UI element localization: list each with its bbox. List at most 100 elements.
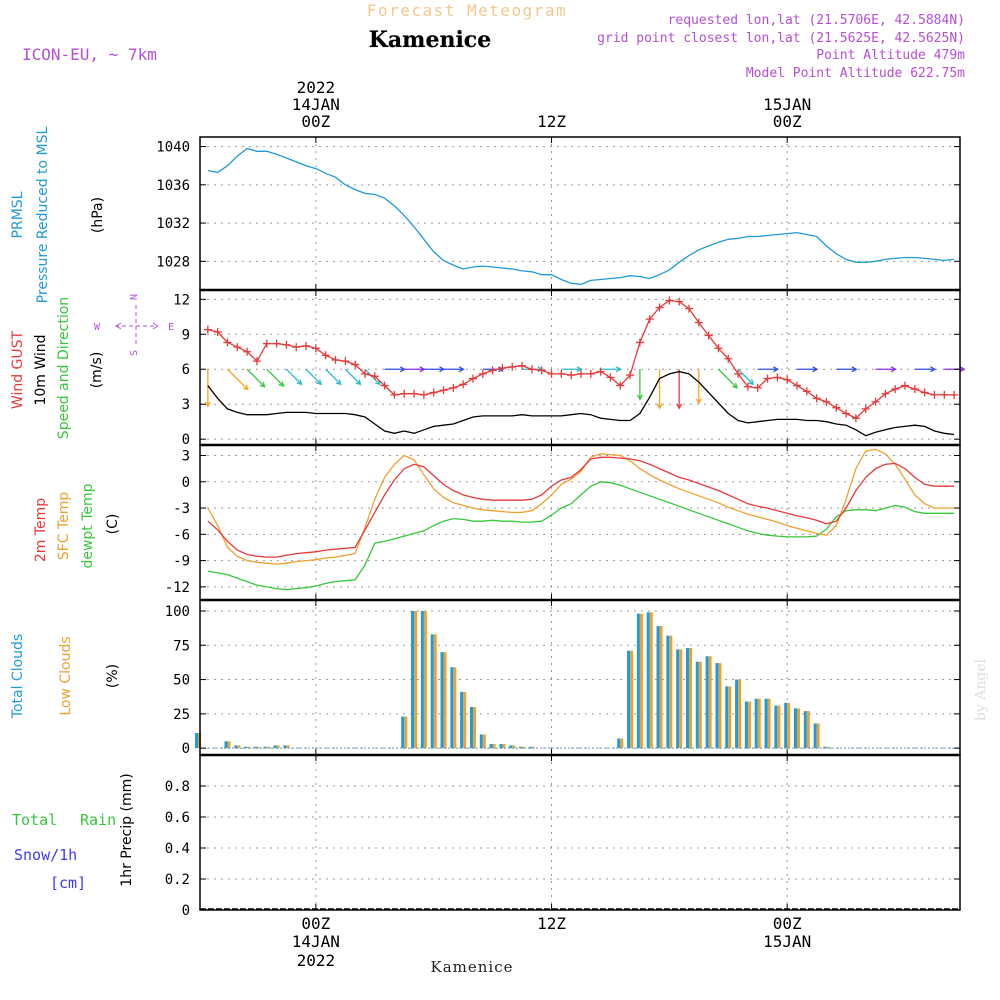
total-cloud-bar [744,701,748,749]
low-cloud-bar [816,723,820,749]
total-cloud-bar [528,746,532,749]
wind-arrow-head [695,398,702,405]
wind-gust-marker [262,339,271,348]
y-tick-label: 0.6 [165,810,190,826]
wind-gust-marker [429,388,438,397]
wind-arrow-head [676,403,683,410]
wind-gust-marker [508,362,517,371]
panel-frame [199,136,961,291]
total-cloud-bar [656,626,660,749]
low-cloud-bar [787,702,791,749]
y-tick-label: 9 [182,327,190,343]
wind-gust-marker [793,381,802,390]
wind-arrow-head [812,366,819,373]
wind-gust-marker [753,383,762,392]
footer-location: Kamenice [431,958,514,976]
low-cloud-bar [423,610,427,749]
y-tick-label: 0.4 [165,841,190,857]
total-cloud-bar [224,741,228,749]
temp-label-dewpt: dewpt Temp [80,483,96,568]
compass-south: S [129,350,140,356]
low-cloud-bar [453,667,457,749]
wind-gust-marker [351,360,360,369]
top-hour-label: 12Z [537,112,566,131]
gridpoint-coords: grid point closest lon,lat (21.5625E, 42… [597,31,965,46]
wind-arrow-head [851,366,858,373]
compass-east: E [168,322,174,333]
bottom-date-label: 15JAN [763,932,811,951]
wind-gust-line [207,299,955,419]
low-cloud-bar [797,708,801,749]
wind-gust-marker [832,403,841,412]
wind-arrow-head [335,379,342,386]
total-cloud-bar [813,723,817,749]
y-tick-label: 1028 [156,254,190,270]
temp-label-sfc: SFC Temp [56,492,72,561]
total-cloud-bar [509,745,513,749]
location-title: Kamenice [369,27,491,53]
wind-arrow-head [636,394,643,401]
wind-gust-marker [891,385,900,394]
total-cloud-bar [430,634,434,749]
wind-gust-marker [802,387,811,396]
total-cloud-bar [676,649,680,749]
wind-unit: (m/s) [89,352,105,389]
total-cloud-bar [499,744,503,749]
wind-gust-marker [734,369,743,378]
requested-coords: requested lon,lat (21.5706E, 42.5884N) [668,13,965,28]
wind-gust-marker [203,325,212,334]
wind-gust-marker [635,338,644,347]
total-cloud-bar [627,650,631,749]
low-cloud-bar [806,711,810,749]
low-cloud-bar [708,656,712,749]
wind-gust-marker [871,397,880,406]
low-cloud-bar [472,706,476,749]
low-cloud-bar [443,652,447,749]
total-cloud-bar [460,691,464,749]
low-cloud-bar [620,738,624,749]
wind-gust-marker [233,343,242,352]
wind-label-gust: Wind GUST [10,330,26,409]
precip-label-snow: Snow/1h [14,846,77,864]
wind-gust-marker [675,297,684,306]
wind-gust-marker [812,394,821,403]
panel-frame [199,599,961,756]
wind-direction-arrow [266,368,285,387]
total-cloud-bar [646,612,650,749]
y-tick-label: 0 [182,475,190,491]
wind-arrow-head [204,401,211,408]
wind-arrow-head [316,379,323,386]
y-tick-label: 3 [182,397,190,413]
wind-gust-marker [763,374,772,383]
low-cloud-bar [512,745,516,749]
compass-north: N [129,294,140,300]
wind-gust-marker [302,341,311,350]
precip-label-cm: [cm] [50,874,86,892]
wind-gust-marker [459,380,468,389]
wind-gust-marker [567,371,576,380]
wind-gust-marker [881,389,890,398]
total-cloud-bar [401,716,405,749]
credit-watermark: by Angel [973,658,989,721]
wind-gust-marker [390,390,399,399]
wind-gust-marker [547,369,556,378]
wind-gust-marker [272,339,281,348]
wind-gust-marker [822,397,831,406]
wind-gust-marker [439,386,448,395]
grid-layer [200,137,960,911]
wind-arrow-head [930,366,937,373]
total-cloud-bar [774,705,778,749]
wind-gust-marker [252,357,261,366]
pressure-unit: (hPa) [90,197,106,233]
total-cloud-bar [666,635,670,749]
total-cloud-bar [253,746,257,749]
low-cloud-bar [463,691,467,749]
wind-gust-marker [223,338,232,347]
wind-direction-arrow [325,368,342,385]
wind-gust-marker [704,331,713,340]
total-cloud-bar [735,679,739,749]
wind-gust-marker [488,366,497,375]
wind-gust-marker [842,409,851,418]
low-cloud-bar [286,745,290,749]
